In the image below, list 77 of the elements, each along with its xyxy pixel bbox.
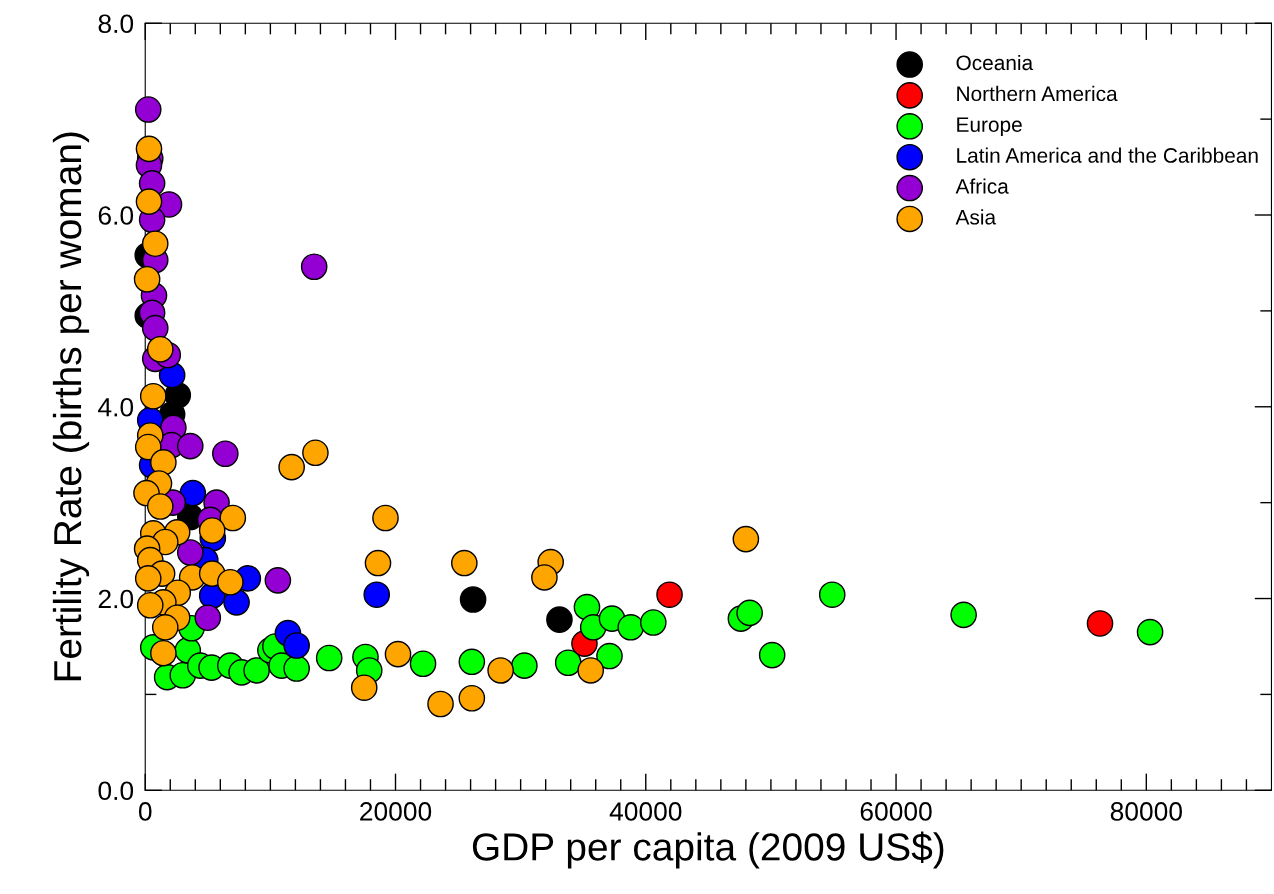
- point: [363, 581, 391, 609]
- y-tick-label: 2.0: [98, 589, 134, 609]
- x-tick-label: 0: [138, 802, 152, 821]
- y-axis-title: Fertility Rate (births per woman): [52, 132, 90, 681]
- point: [176, 432, 204, 460]
- point: [264, 567, 292, 594]
- x-tick-label: 80000: [1110, 802, 1182, 821]
- point: [134, 96, 162, 123]
- point: [141, 314, 169, 342]
- point: [146, 335, 174, 363]
- point: [1136, 618, 1164, 646]
- point: [384, 640, 412, 668]
- point: [546, 606, 573, 633]
- point: [350, 674, 378, 702]
- y-tick-label: 4.0: [98, 397, 134, 417]
- point: [458, 648, 486, 676]
- point: [134, 565, 162, 592]
- point: [1086, 610, 1114, 637]
- point: [639, 609, 667, 636]
- point: [135, 188, 163, 215]
- point: [656, 581, 683, 609]
- point: [150, 449, 177, 476]
- point: [950, 601, 977, 629]
- point: [134, 433, 162, 461]
- point: [135, 135, 163, 163]
- x-tick-label: 40000: [609, 802, 682, 821]
- point: [364, 549, 392, 577]
- point: [217, 568, 244, 596]
- legend-label: Asia: [955, 209, 997, 225]
- point: [283, 655, 310, 682]
- point: [198, 517, 226, 544]
- point: [194, 604, 222, 632]
- point: [409, 650, 437, 678]
- point: [150, 639, 177, 667]
- point: [300, 253, 328, 281]
- y-tick-label: 0.0: [98, 781, 134, 801]
- point: [176, 539, 204, 566]
- legend-label: Northern America: [957, 85, 1118, 102]
- point: [315, 644, 343, 672]
- legend-label: Europe: [957, 117, 1022, 137]
- point: [283, 632, 310, 659]
- point: [139, 382, 167, 410]
- point: [596, 642, 623, 670]
- point: [427, 690, 454, 718]
- point: [511, 652, 538, 679]
- point: [732, 525, 760, 553]
- x-tick-label: 20000: [360, 802, 432, 821]
- point: [451, 549, 478, 577]
- point: [372, 504, 399, 532]
- point: [302, 439, 329, 467]
- y-tick-label: 8.0: [98, 14, 134, 34]
- point: [212, 440, 239, 468]
- point: [531, 564, 558, 591]
- point: [219, 504, 247, 532]
- legend-label: Latin America and the Caribbean: [957, 147, 1258, 163]
- point: [151, 613, 179, 641]
- point: [136, 591, 164, 619]
- point: [243, 657, 270, 684]
- point: [487, 657, 514, 684]
- point: [818, 581, 846, 609]
- point: [146, 493, 174, 520]
- legend-label: Africa: [955, 178, 1009, 194]
- x-axis-title: GDP per capita (2009 US$): [472, 831, 944, 869]
- legend-label: Oceania: [956, 54, 1034, 71]
- point: [758, 641, 786, 669]
- point: [133, 265, 161, 293]
- point: [459, 586, 487, 613]
- point: [278, 453, 305, 481]
- point: [577, 657, 605, 684]
- x-tick-label: 60000: [860, 802, 932, 821]
- point: [554, 649, 582, 677]
- point: [141, 230, 169, 258]
- point: [617, 613, 645, 641]
- y-tick-label: 6.0: [98, 206, 134, 225]
- point: [736, 599, 763, 627]
- point: [458, 684, 486, 712]
- point: [179, 479, 207, 507]
